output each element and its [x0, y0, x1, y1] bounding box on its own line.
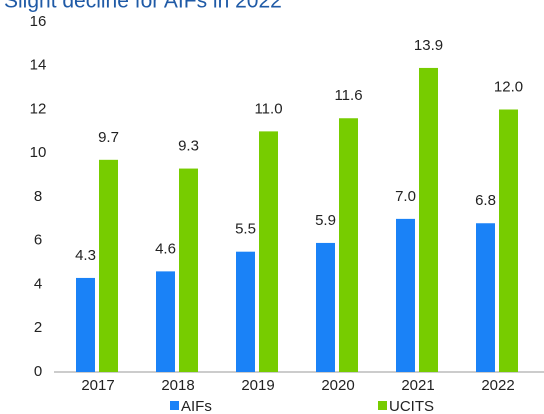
bar [499, 109, 518, 372]
legend-label: AIFs [181, 398, 212, 414]
x-tick-label: 2017 [81, 377, 114, 394]
x-tick-label: 2020 [321, 377, 354, 394]
legend-swatch [378, 401, 387, 410]
bar [396, 218, 415, 372]
y-tick-label: 8 [34, 188, 42, 205]
legend-swatch [170, 401, 179, 410]
y-tick-label: 6 [34, 232, 42, 249]
value-label: 9.7 [98, 129, 119, 146]
y-tick-label: 10 [30, 144, 47, 161]
bar [339, 118, 358, 372]
x-tick-label: 2022 [481, 377, 514, 394]
x-tick-label: 2021 [401, 377, 434, 394]
value-label: 13.9 [414, 37, 443, 54]
chart-title: Slight decline for AIFs in 2022 [4, 0, 282, 13]
bar [236, 251, 255, 372]
value-label: 5.9 [315, 212, 336, 229]
bar [316, 242, 335, 372]
y-tick-label: 12 [30, 100, 47, 117]
x-tick-label: 2019 [241, 377, 274, 394]
bar [179, 168, 198, 372]
value-label: 9.3 [178, 138, 199, 155]
value-label: 6.8 [475, 192, 496, 209]
value-label: 12.0 [494, 78, 523, 95]
bar [259, 131, 278, 372]
value-label: 11.6 [334, 87, 362, 104]
bar [156, 271, 175, 372]
y-tick-label: 14 [30, 57, 47, 74]
x-tick-label: 2018 [161, 377, 194, 394]
legend-label: UCITS [389, 398, 434, 414]
y-tick-label: 0 [34, 363, 42, 380]
y-tick-label: 2 [34, 319, 42, 336]
bar [99, 159, 118, 372]
value-label: 5.5 [235, 221, 256, 238]
value-label: 11.0 [254, 100, 282, 117]
value-label: 4.6 [155, 240, 176, 257]
bar [419, 67, 438, 372]
value-label: 4.3 [75, 247, 96, 264]
y-tick-label: 4 [34, 275, 42, 292]
y-tick-label: 16 [30, 13, 47, 30]
value-label: 7.0 [395, 188, 416, 205]
bar [476, 223, 495, 372]
bar [76, 277, 95, 372]
